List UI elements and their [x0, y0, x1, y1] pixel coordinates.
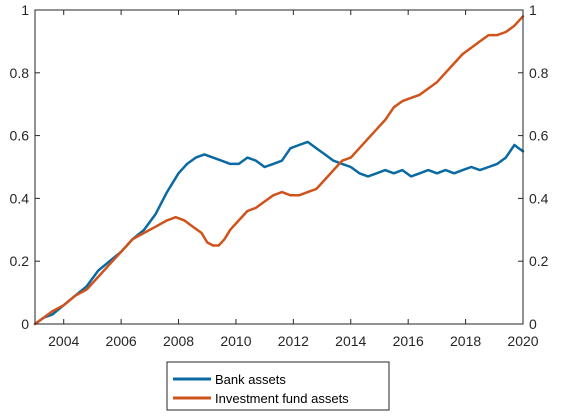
y-tick-label-left: 1 — [21, 2, 29, 18]
legend: Bank assets Investment fund assets — [166, 361, 390, 411]
y-tick-label-right: 0.8 — [529, 65, 549, 81]
x-tick-label: 2008 — [163, 333, 194, 349]
x-tick-label: 2016 — [393, 333, 424, 349]
legend-box — [166, 361, 390, 411]
x-axis-ticks: 2004 2006 2008 2010 2012 2014 2016 2018 2020 — [48, 10, 539, 349]
y-tick-label-right: 0.6 — [529, 128, 549, 144]
x-tick-label: 2004 — [48, 333, 79, 349]
x-tick-label: 2010 — [220, 333, 251, 349]
y-tick-label-left: 0.2 — [10, 253, 30, 269]
y-tick-label-right: 0 — [529, 316, 537, 332]
plot-lines — [33, 15, 525, 326]
y-tick-label-right: 1 — [529, 2, 537, 18]
series-line-investment-fund-assets — [33, 15, 525, 326]
y-tick-label-left: 0.6 — [10, 128, 30, 144]
x-tick-label: 2006 — [106, 333, 137, 349]
x-tick-label: 2018 — [450, 333, 481, 349]
x-tick-label: 2020 — [507, 333, 538, 349]
x-tick-label: 2012 — [278, 333, 309, 349]
y-tick-label-left: 0 — [21, 316, 29, 332]
plot-frame — [34, 9, 524, 325]
legend-label-bank-assets: Bank assets — [215, 372, 286, 387]
y-tick-label-left: 0.8 — [10, 65, 30, 81]
y-tick-label-left: 0.4 — [10, 190, 30, 206]
x-tick-label: 2014 — [335, 333, 366, 349]
legend-label-investment-fund-assets: Investment fund assets — [215, 391, 349, 406]
y-axis-right-ticks: 0 0.2 0.4 0.6 0.8 1 — [518, 2, 549, 332]
y-axis-left-ticks: 0 0.2 0.4 0.6 0.8 1 — [10, 2, 40, 332]
y-tick-label-right: 0.4 — [529, 190, 549, 206]
y-tick-label-right: 0.2 — [529, 253, 549, 269]
